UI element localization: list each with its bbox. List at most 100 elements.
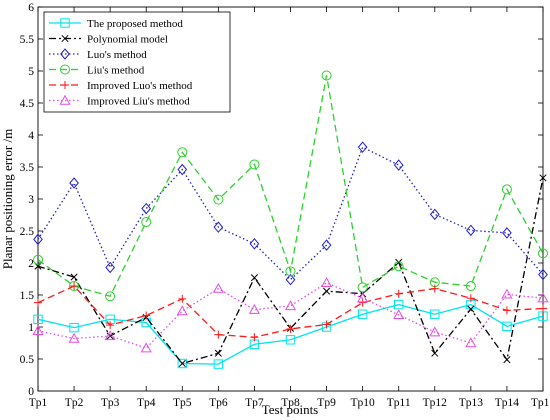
y-tick-label: 5 — [28, 66, 34, 78]
legend-label: Improved Luo's method — [87, 80, 193, 92]
data-point — [286, 324, 295, 333]
data-point — [61, 81, 69, 89]
data-point — [61, 34, 69, 43]
y-tick-label: 1 — [28, 322, 34, 334]
axis-ticks: 0 0.5 1 1.5 2 2.5 3 3.5 4 4.5 5 5.5 6 Tp1 Tp2 Tp3 Tp4 Tp5… — [20, 2, 550, 409]
data-point — [285, 273, 296, 286]
data-point — [69, 322, 79, 333]
x-tick-label: Tp4 — [137, 397, 156, 409]
data-point — [537, 292, 549, 303]
data-point — [104, 330, 116, 341]
data-point — [538, 248, 548, 259]
data-point — [539, 304, 547, 313]
data-point — [321, 277, 333, 288]
legend: The proposed method Polynomial model Luo's… — [43, 11, 231, 113]
series-line — [37, 146, 544, 281]
x-tick-label: Tp11 — [387, 397, 411, 409]
data-point — [105, 291, 116, 302]
data-point — [141, 202, 152, 215]
data-point — [248, 303, 260, 314]
data-point — [33, 254, 43, 265]
series-line — [37, 177, 544, 365]
x-tick-label: Tp13 — [459, 397, 484, 409]
x-tick-label: Tp14 — [495, 397, 520, 409]
x-tick-label: Tp3 — [101, 397, 120, 409]
data-point — [32, 325, 44, 336]
data-point — [250, 333, 259, 342]
data-point — [214, 349, 222, 357]
data-point — [501, 184, 512, 195]
data-point — [429, 326, 441, 337]
legend-label: Improved Liu's method — [87, 96, 190, 108]
data-point — [538, 268, 548, 281]
x-tick-label: Tp5 — [173, 397, 192, 409]
data-point — [321, 239, 332, 251]
data-point — [141, 217, 152, 228]
data-point — [213, 359, 224, 369]
data-point — [393, 261, 404, 272]
y-tick-label: 3.5 — [20, 162, 35, 174]
x-tick-label: Tp9 — [317, 397, 336, 409]
data-point — [105, 261, 115, 274]
data-point — [502, 227, 512, 239]
data-point — [466, 224, 476, 237]
data-point — [358, 298, 367, 307]
data-point — [106, 321, 115, 330]
series-3 — [33, 141, 548, 286]
legend-label: Luo's method — [87, 49, 147, 61]
data-point — [177, 358, 187, 369]
data-point — [357, 282, 368, 293]
legend-box — [43, 11, 231, 113]
data-point — [503, 356, 511, 364]
data-point — [357, 141, 368, 153]
legend-label: Polynomial model — [87, 34, 168, 46]
y-tick-label: 2 — [28, 258, 34, 270]
series-layer — [32, 70, 549, 369]
data-point — [34, 298, 42, 307]
y-axis-title: Planar positioning error /m — [0, 129, 15, 269]
data-point — [213, 221, 224, 233]
data-point — [70, 273, 78, 281]
data-point — [431, 349, 439, 357]
data-point — [502, 321, 512, 332]
y-tick-label: 4.5 — [20, 98, 35, 110]
data-point — [393, 309, 405, 320]
x-tick-label: Tp2 — [65, 397, 84, 409]
series-line — [37, 303, 544, 365]
data-point — [502, 306, 511, 315]
data-point — [70, 282, 79, 291]
series-line — [37, 285, 544, 338]
data-point — [214, 330, 223, 339]
data-point — [285, 266, 296, 277]
data-point — [539, 174, 547, 182]
legend-item: Polynomial model — [49, 34, 168, 46]
data-point — [323, 287, 331, 295]
data-point — [177, 147, 188, 158]
x-tick-label: Tp1 — [29, 397, 48, 409]
data-point — [60, 48, 70, 60]
x-tick-label: Tp8 — [281, 397, 300, 409]
data-point — [395, 258, 403, 266]
x-tick-label: Tp12 — [423, 397, 448, 409]
data-point — [178, 359, 186, 368]
data-point — [60, 64, 70, 75]
data-point — [357, 309, 368, 319]
data-point — [429, 208, 440, 221]
x-tick-label: Tp7 — [245, 397, 264, 409]
data-point — [465, 337, 477, 348]
data-point — [249, 238, 260, 250]
data-point — [250, 274, 258, 282]
data-point — [285, 335, 296, 345]
y-tick-label: 0 — [28, 386, 34, 398]
data-point — [249, 159, 260, 170]
data-point — [321, 70, 332, 81]
data-point — [430, 309, 440, 319]
y-tick-label: 5.5 — [20, 34, 35, 46]
y-tick-label: 2.5 — [20, 226, 35, 238]
series-5 — [34, 282, 547, 342]
data-point — [357, 292, 369, 303]
data-point — [213, 194, 224, 205]
x-tick-label: Tp15 — [531, 397, 550, 409]
series-line — [37, 75, 544, 298]
